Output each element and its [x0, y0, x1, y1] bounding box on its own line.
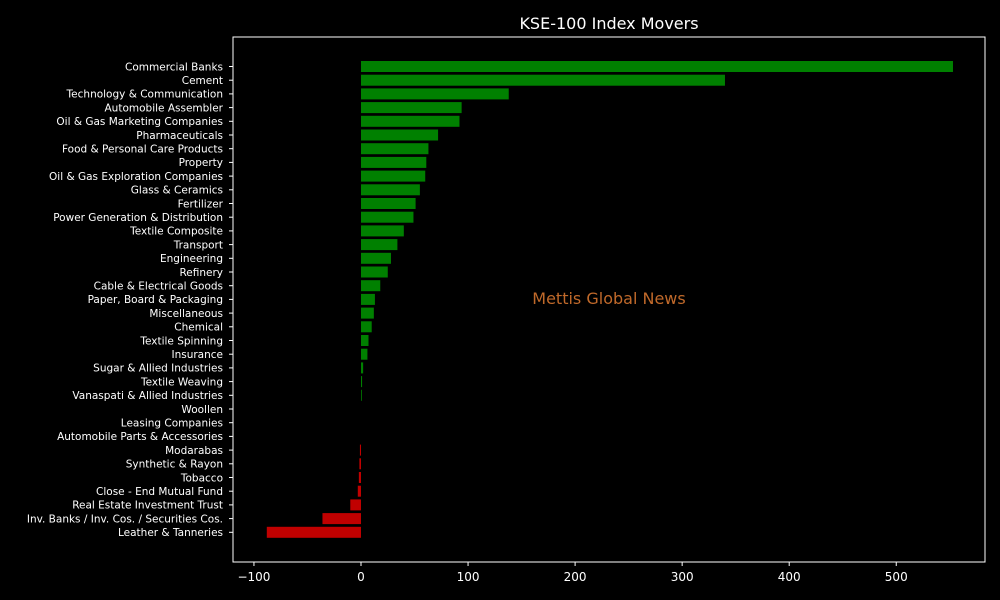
category-label-glass-ceramics: Glass & Ceramics	[131, 185, 223, 197]
bar-textile-spinning	[361, 335, 369, 346]
bar-paper-board-packaging	[361, 293, 375, 305]
bar-oil-gas-marketing-companies	[361, 115, 460, 127]
category-label-property: Property	[179, 157, 223, 169]
bar-food-personal-care-products	[361, 143, 429, 155]
bar-automobile-assembler	[361, 102, 462, 114]
category-label-engineering: Engineering	[160, 253, 223, 265]
bar-commercial-banks	[361, 61, 953, 72]
watermark-text: Mettis Global News	[532, 289, 685, 308]
bar-oil-gas-exploration-companies	[361, 170, 426, 182]
bar-power-generation-distribution	[361, 211, 414, 223]
bar-sugar-allied-industries	[361, 362, 364, 374]
bar-engineering	[361, 252, 391, 264]
bar-chemical	[361, 321, 372, 333]
category-label-cable-electrical-goods: Cable & Electrical Goods	[94, 281, 223, 293]
bar-transport	[361, 239, 398, 251]
category-label-refinery: Refinery	[179, 267, 223, 279]
category-label-modarabas: Modarabas	[165, 445, 223, 457]
category-label-power-generation-distribution: Power Generation & Distribution	[53, 212, 223, 224]
x-tick-label: 0	[357, 570, 365, 584]
bar-vanaspati-allied-industries	[361, 389, 362, 401]
category-label-commercial-banks: Commercial Banks	[125, 61, 223, 73]
plot-frame	[232, 36, 986, 563]
category-label-synthetic-rayon: Synthetic & Rayon	[126, 459, 223, 471]
category-label-leather-tanneries: Leather & Tanneries	[118, 527, 223, 539]
bar-glass-ceramics	[361, 184, 420, 196]
category-label-tobacco: Tobacco	[180, 472, 223, 484]
chart-title: KSE-100 Index Movers	[519, 14, 698, 33]
category-label-automobile-assembler: Automobile Assembler	[105, 102, 224, 114]
category-label-fertilizer: Fertilizer	[178, 198, 224, 210]
bar-cement	[361, 74, 725, 86]
category-label-oil-gas-marketing-companies: Oil & Gas Marketing Companies	[56, 116, 223, 128]
category-label-vanaspati-allied-industries: Vanaspati & Allied Industries	[72, 390, 223, 402]
bar-pharmaceuticals	[361, 129, 439, 141]
category-label-textile-spinning: Textile Spinning	[139, 335, 223, 347]
category-label-sugar-allied-industries: Sugar & Allied Industries	[93, 363, 223, 375]
category-label-leasing-companies: Leasing Companies	[121, 418, 223, 430]
bar-close-end-mutual-fund	[357, 485, 361, 497]
bar-synthetic-rayon	[359, 458, 361, 470]
category-labels: Commercial Banks Cement Technology & Commu…	[27, 61, 233, 539]
bar-leather-tanneries	[266, 526, 361, 538]
bar-inv-banks-inv-cos-securities-cos	[322, 513, 361, 525]
bar-real-estate-investment-trust	[350, 499, 361, 511]
bar-textile-composite	[361, 225, 404, 237]
category-label-real-estate-investment-trust: Real Estate Investment Trust	[72, 500, 223, 512]
category-label-textile-weaving: Textile Weaving	[140, 376, 223, 388]
category-label-food-personal-care-products: Food & Personal Care Products	[62, 144, 223, 156]
bar-fertilizer	[361, 198, 416, 209]
x-tick-label: 400	[778, 570, 801, 584]
category-label-chemical: Chemical	[174, 322, 223, 334]
category-label-miscellaneous: Miscellaneous	[149, 308, 223, 320]
bar-miscellaneous	[361, 307, 374, 319]
bar-textile-weaving	[361, 376, 363, 388]
bar-tobacco	[358, 472, 361, 483]
category-label-cement: Cement	[182, 75, 223, 87]
x-tick-label: −100	[237, 570, 270, 584]
x-tick-label: 200	[564, 570, 587, 584]
bars-layer	[266, 61, 953, 538]
bar-modarabas	[359, 444, 361, 456]
bar-property	[361, 156, 427, 168]
bar-insurance	[361, 348, 368, 360]
category-label-inv-banks-inv-cos-securities-cos: Inv. Banks / Inv. Cos. / Securities Cos.	[27, 513, 223, 525]
category-label-automobile-parts-accessories: Automobile Parts & Accessories	[57, 431, 223, 443]
bar-refinery	[361, 266, 388, 278]
x-tick-label: 100	[457, 570, 480, 584]
category-label-transport: Transport	[173, 239, 223, 251]
category-label-pharmaceuticals: Pharmaceuticals	[136, 130, 223, 142]
category-label-insurance: Insurance	[171, 349, 223, 361]
x-tick-label: 300	[671, 570, 694, 584]
x-tick-label: 500	[885, 570, 908, 584]
bar-cable-electrical-goods	[361, 280, 381, 292]
category-label-technology-communication: Technology & Communication	[66, 89, 223, 101]
category-label-oil-gas-exploration-companies: Oil & Gas Exploration Companies	[49, 171, 223, 183]
x-axis: −100 0 100 200 300 400 500	[237, 562, 908, 584]
bar-technology-communication	[361, 88, 509, 100]
category-label-close-end-mutual-fund: Close - End Mutual Fund	[96, 486, 223, 498]
category-label-woollen: Woollen	[181, 404, 223, 416]
category-label-textile-composite: Textile Composite	[129, 226, 223, 238]
category-label-paper-board-packaging: Paper, Board & Packaging	[88, 294, 223, 306]
